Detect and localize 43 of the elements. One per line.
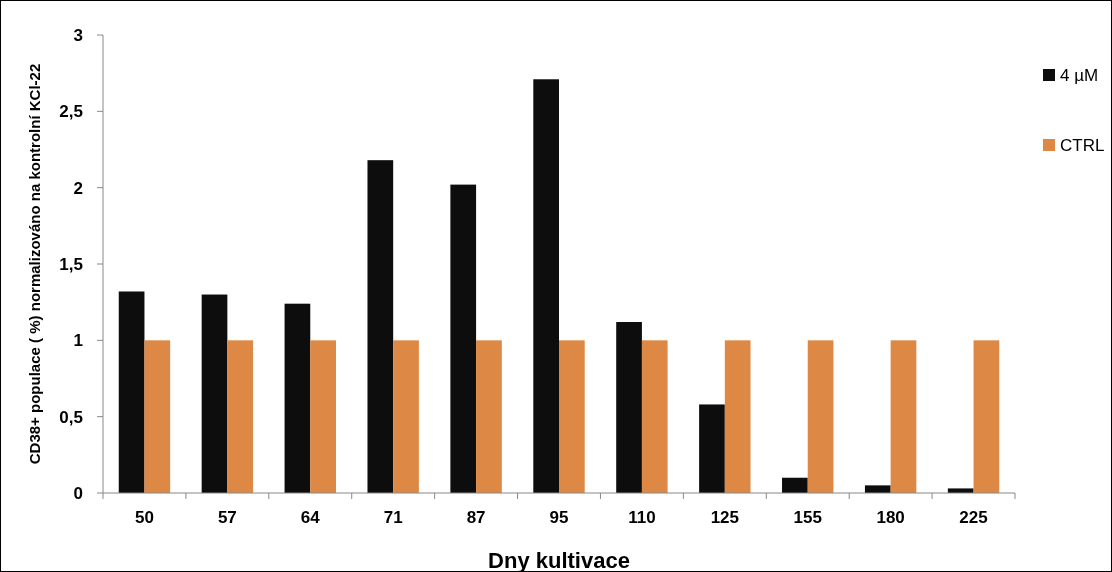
x-tick-label: 50 — [134, 508, 154, 527]
y-axis-title: CD38+ populace ( %) normalizováno na kontrolní KCl-22 — [26, 63, 43, 465]
x-tick-label: 125 — [710, 508, 740, 527]
x-tick-label: 180 — [876, 508, 905, 527]
x-tick-label: 64 — [300, 508, 321, 527]
bar — [367, 160, 394, 493]
x-axis-title: Dny kultivace — [488, 548, 630, 572]
bar — [310, 340, 336, 493]
bar — [724, 340, 751, 493]
x-tick-label: 87 — [466, 508, 486, 527]
bar — [641, 340, 668, 493]
x-tick-label: 71 — [383, 508, 403, 527]
x-tick-label: 110 — [628, 508, 656, 527]
y-tick-label: 0 — [73, 483, 83, 503]
bar — [973, 340, 1000, 493]
legend-label: 4 µM — [1060, 65, 1099, 85]
bar — [476, 340, 502, 493]
bar — [699, 404, 725, 493]
bar — [533, 79, 559, 493]
y-tick-label: 2 — [73, 178, 83, 198]
bar — [393, 340, 419, 493]
x-tick-label: 57 — [217, 508, 237, 527]
bar — [450, 184, 477, 493]
y-tick-label: 2,5 — [59, 102, 83, 122]
bar — [118, 291, 145, 493]
x-tick-label: 95 — [549, 508, 569, 527]
bar — [864, 485, 891, 493]
bar — [782, 477, 808, 493]
bar — [559, 340, 585, 493]
y-tick-label: 0,5 — [59, 407, 83, 427]
y-tick-label: 1 — [73, 331, 83, 351]
legend-label: CTRL — [1060, 135, 1105, 155]
x-tick-label: 225 — [959, 508, 988, 527]
bar — [284, 303, 311, 493]
bar — [144, 340, 171, 493]
bar — [201, 294, 228, 493]
y-tick-label: 1,5 — [59, 254, 83, 274]
x-tick-label: 155 — [793, 508, 822, 527]
bar — [227, 340, 254, 493]
bar — [890, 340, 917, 493]
y-tick-label: 3 — [73, 25, 83, 45]
bar — [616, 322, 642, 493]
bar — [807, 340, 834, 493]
